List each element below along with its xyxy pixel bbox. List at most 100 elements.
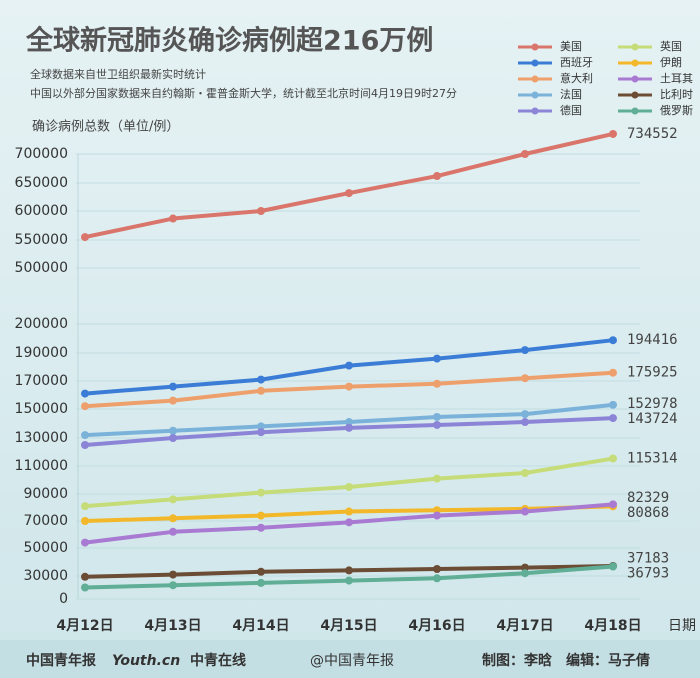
data-point [257, 488, 265, 497]
value-label: 152978 [627, 396, 678, 412]
data-point [257, 567, 265, 576]
data-point [81, 538, 89, 547]
data-point [81, 389, 89, 398]
data-point [521, 507, 529, 516]
legend-dot [531, 59, 539, 67]
x-tick-label: 4月15日 [320, 618, 377, 634]
data-point [433, 565, 441, 573]
data-point [609, 414, 617, 423]
data-point [521, 569, 529, 578]
value-label: 115314 [627, 451, 678, 467]
y-tick-label: 0 [59, 591, 68, 607]
data-point [169, 214, 177, 223]
y-tick-label: 650000 [15, 175, 68, 191]
data-point [169, 426, 177, 435]
y-axis-label: 确诊病例总数（单位/例） [32, 120, 179, 135]
y-tick-label: 70000 [23, 513, 68, 529]
data-point [169, 514, 177, 523]
data-point [345, 507, 353, 516]
y-tick-label: 110000 [15, 458, 68, 474]
data-point [81, 233, 89, 242]
value-label: 175925 [627, 365, 678, 381]
data-point [609, 368, 617, 377]
footer-band [0, 640, 700, 678]
logo: 中青在线 [190, 652, 246, 669]
data-point [257, 207, 265, 215]
data-point [169, 527, 177, 536]
data-point [81, 402, 89, 411]
value-label: 36793 [627, 566, 669, 582]
data-point [609, 500, 617, 509]
data-point [81, 572, 89, 581]
logo: 中国青年报 [26, 652, 96, 669]
legend-label: 土耳其 [660, 72, 693, 85]
data-point [521, 410, 529, 419]
legend-label: 伊朗 [660, 56, 682, 69]
legend-dot [631, 107, 639, 115]
legend-dot [631, 59, 639, 67]
legend-label: 法国 [560, 87, 582, 101]
data-point [81, 502, 89, 511]
data-point [169, 382, 177, 391]
legend-dot [531, 91, 539, 99]
data-point [257, 422, 265, 431]
source: @中国青年报 [310, 653, 394, 669]
value-label: 194416 [627, 332, 678, 348]
data-point [257, 375, 265, 384]
legend-dot [531, 75, 539, 83]
y-tick-label: 170000 [15, 373, 68, 389]
chart-title: 全球新冠肺炎确诊病例超216万例 [25, 25, 433, 57]
legend-label: 俄罗斯 [660, 104, 693, 117]
data-point [257, 428, 265, 437]
data-point [169, 581, 177, 590]
data-point [521, 563, 529, 572]
data-point [345, 418, 353, 427]
data-point [609, 454, 617, 463]
data-point [257, 523, 265, 532]
subtitle: 中国以外部分国家数据来自约翰斯・霍普金斯大学，统计截至北京时间4月19日9时27… [30, 86, 457, 100]
data-point [609, 129, 617, 138]
logo: Youth.cn [112, 653, 180, 669]
data-point [169, 495, 177, 504]
data-point [433, 412, 441, 421]
x-tick-label: 4月17日 [496, 618, 553, 634]
legend-label: 西班牙 [560, 56, 593, 69]
y-tick-label: 150000 [15, 401, 68, 417]
data-point [609, 562, 617, 571]
data-point [433, 511, 441, 520]
y-tick-label: 700000 [15, 146, 68, 162]
y-tick-label: 50000 [23, 540, 68, 556]
y-tick-label: 550000 [15, 232, 68, 248]
data-point [609, 336, 617, 345]
y-tick-label: 500000 [15, 260, 68, 276]
legend-label: 美国 [560, 40, 582, 53]
value-label: 143724 [627, 411, 678, 427]
data-point [433, 379, 441, 388]
data-point [521, 469, 529, 477]
data-point [433, 474, 441, 483]
data-point [257, 386, 265, 395]
credits: 制图：李晗 编辑：马子倩 [482, 652, 650, 669]
data-point [433, 420, 441, 429]
x-tick-label: 4月13日 [144, 618, 201, 634]
value-label: 80868 [627, 505, 669, 521]
value-label: 82329 [627, 490, 669, 506]
data-point [521, 418, 529, 427]
data-point [433, 172, 441, 181]
data-point [521, 346, 529, 355]
data-point [169, 434, 177, 442]
data-point [81, 441, 89, 449]
x-tick-label: 4月18日 [584, 618, 641, 634]
legend-label: 比利时 [660, 88, 693, 101]
y-tick-label: 190000 [15, 345, 68, 361]
legend-dot [631, 75, 639, 83]
value-label: 734552 [627, 126, 678, 142]
data-point [609, 400, 617, 409]
data-point [345, 361, 353, 370]
legend-label: 英国 [660, 39, 682, 53]
legend-label: 意大利 [560, 71, 593, 85]
y-tick-label: 130000 [15, 430, 68, 446]
y-tick-label: 200000 [15, 316, 68, 332]
y-tick-label: 30000 [23, 568, 68, 584]
